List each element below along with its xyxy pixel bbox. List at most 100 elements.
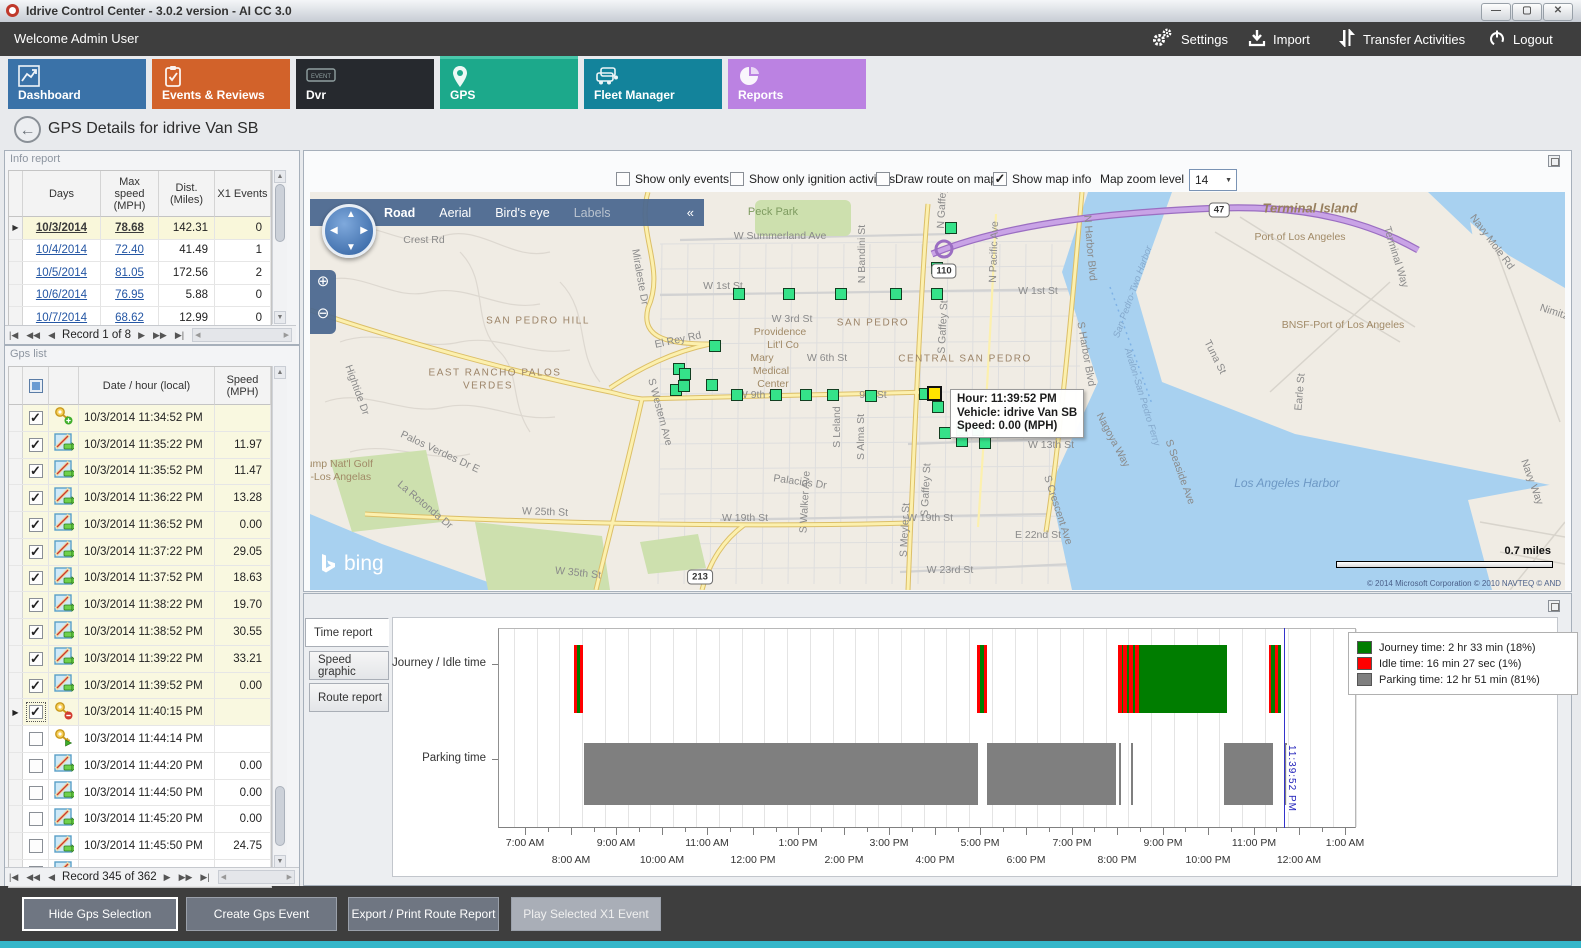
draw-route-on-map-checkbox[interactable] xyxy=(876,172,890,186)
zoom-out-button[interactable]: ⊖ xyxy=(316,305,330,322)
days-cell-value[interactable]: 10/3/2014 xyxy=(35,221,88,234)
gps-point-marker[interactable] xyxy=(733,288,745,300)
first-page-button[interactable]: |◀ xyxy=(9,329,19,340)
create-gps-event-button[interactable]: Create Gps Event xyxy=(186,897,337,931)
close-button[interactable]: ✕ xyxy=(1543,3,1573,21)
play-selected-x1-event-button[interactable]: Play Selected X1 Event xyxy=(511,897,661,931)
list-item[interactable]: ✓ 10/3/2014 11:36:52 PM 0.00 xyxy=(9,512,271,539)
gps-point-marker[interactable] xyxy=(678,380,690,392)
report-panel-toggle-button[interactable] xyxy=(1548,600,1560,612)
prev-page-button[interactable]: ◀ xyxy=(48,871,56,882)
gps-point-marker[interactable] xyxy=(770,389,782,401)
row-checkbox[interactable] xyxy=(28,732,43,747)
gps-point-marker[interactable] xyxy=(945,222,957,234)
column-header-x1-events[interactable]: X1 Events xyxy=(215,171,271,217)
gps-point-marker[interactable] xyxy=(835,288,847,300)
last-page-button[interactable]: ▶| xyxy=(200,871,210,882)
gps-list-scrollbar[interactable]: ▲ ▼ xyxy=(272,366,287,868)
scroll-down-icon[interactable]: ▼ xyxy=(274,311,286,324)
max-speed-cell-value[interactable]: 78.68 xyxy=(115,221,144,234)
menu-item-settings[interactable]: Settings xyxy=(1150,28,1228,50)
list-item[interactable]: 10/3/2014 11:45:50 PM 24.75 xyxy=(9,833,271,861)
tab-fleet-manager[interactable]: Fleet Manager xyxy=(584,59,722,109)
days-cell-value[interactable]: 10/6/2014 xyxy=(35,289,88,302)
table-row[interactable]: 10/7/2014 68.62 12.99 0 xyxy=(9,307,271,330)
days-cell-value[interactable]: 10/7/2014 xyxy=(35,311,88,324)
tab-reports[interactable]: Reports xyxy=(728,59,866,109)
max-speed-cell-value[interactable]: 68.62 xyxy=(115,311,144,324)
tab-speed-graphic[interactable]: Speed graphic xyxy=(309,651,389,680)
pan-right-icon[interactable]: ▶ xyxy=(360,225,368,236)
menu-item-import[interactable]: Import xyxy=(1248,28,1310,50)
row-checkbox[interactable]: ✓ xyxy=(28,597,43,613)
fast-back-button[interactable]: ◀◀ xyxy=(26,329,41,340)
days-cell-value[interactable]: 10/4/2014 xyxy=(35,244,88,257)
last-page-button[interactable]: ▶| xyxy=(174,329,185,340)
gps-point-marker[interactable] xyxy=(932,401,944,413)
pan-down-icon[interactable]: ▼ xyxy=(346,242,356,253)
days-cell-value[interactable]: 10/5/2014 xyxy=(35,266,88,279)
table-row[interactable]: 10/6/2014 76.95 5.88 0 xyxy=(9,284,271,307)
list-item[interactable]: ✓ 10/3/2014 11:39:22 PM 33.21 xyxy=(9,645,271,673)
gps-point-marker[interactable] xyxy=(865,390,877,402)
gps-point-marker[interactable] xyxy=(679,368,691,380)
selected-gps-point-marker[interactable] xyxy=(927,386,942,401)
tab-events-reviews[interactable]: Events & Reviews xyxy=(152,59,290,109)
next-page-button[interactable]: ▶ xyxy=(138,329,145,340)
scrollbar-thumb[interactable] xyxy=(275,184,285,242)
list-item[interactable]: ✓ 10/3/2014 11:37:52 PM 18.63 xyxy=(9,565,271,593)
row-checkbox[interactable] xyxy=(28,812,43,827)
map-nav-collapse-icon[interactable]: « xyxy=(686,205,694,220)
list-item[interactable]: ✓ 10/3/2014 11:39:52 PM 0.00 xyxy=(9,672,271,700)
list-item[interactable]: ✓ 10/3/2014 11:35:52 PM 11.47 xyxy=(9,458,271,486)
fast-back-button[interactable]: ◀◀ xyxy=(26,871,41,882)
list-item[interactable]: ✓ 10/3/2014 11:38:52 PM 30.55 xyxy=(9,619,271,646)
column-header-days[interactable]: Days xyxy=(23,171,101,217)
export-print-route-report-button[interactable]: Export / Print Route Report xyxy=(348,897,499,931)
scroll-up-icon[interactable]: ▲ xyxy=(274,366,286,379)
row-checkbox[interactable]: ✓ xyxy=(28,436,43,452)
back-button[interactable]: ← xyxy=(14,116,41,143)
horizontal-scrollbar[interactable]: ◀ ▶ xyxy=(217,870,295,884)
row-checkbox[interactable] xyxy=(28,785,43,800)
column-header-speed-mph[interactable]: Speed (MPH) xyxy=(215,367,271,405)
list-item[interactable]: 10/3/2014 11:44:14 PM xyxy=(9,726,271,753)
map-style-road[interactable]: Road xyxy=(384,205,416,220)
row-checkbox[interactable] xyxy=(28,758,43,773)
scroll-up-icon[interactable]: ▲ xyxy=(274,170,286,183)
zoom-in-button[interactable]: ⊕ xyxy=(316,273,330,290)
list-item[interactable]: ✓ 10/3/2014 11:35:22 PM 11.97 xyxy=(9,431,271,459)
map-panel-toggle-button[interactable] xyxy=(1548,155,1560,167)
info-report-scrollbar[interactable]: ▲ ▼ xyxy=(272,170,287,324)
pan-left-icon[interactable]: ◀ xyxy=(330,225,338,236)
prev-page-button[interactable]: ◀ xyxy=(48,329,56,340)
map-zoom-level-select[interactable]: 14 ▼ xyxy=(1189,169,1237,191)
list-item[interactable]: ✓ 10/3/2014 11:38:22 PM 19.70 xyxy=(9,592,271,620)
row-checkbox[interactable]: ✓ xyxy=(28,463,43,479)
tab-dvr[interactable]: EVENT Dvr xyxy=(296,59,434,109)
column-header-max-speed-mph-[interactable]: Max speed (MPH) xyxy=(101,171,159,217)
first-page-button[interactable]: |◀ xyxy=(9,871,19,882)
show-map-info-checkbox[interactable]: ✓ xyxy=(993,171,1007,186)
horizontal-scrollbar[interactable]: ◀ ▶ xyxy=(192,328,292,342)
fast-forward-button[interactable]: ▶▶ xyxy=(178,871,193,882)
map-style-aerial[interactable]: Aerial xyxy=(439,205,472,220)
table-row[interactable]: 10/4/2014 72.40 41.49 1 xyxy=(9,239,271,262)
tab-gps[interactable]: GPS xyxy=(440,59,578,109)
hide-gps-selection-button[interactable]: Hide Gps Selection xyxy=(22,897,178,931)
select-all-checkbox[interactable] xyxy=(28,378,43,393)
max-speed-cell-value[interactable]: 76.95 xyxy=(115,289,144,302)
gps-point-marker[interactable] xyxy=(979,437,991,449)
next-page-button[interactable]: ▶ xyxy=(163,871,171,882)
row-checkbox[interactable]: ✓ xyxy=(28,677,43,693)
table-row[interactable]: ▶ 10/3/2014 78.68 142.31 0 xyxy=(9,217,271,240)
show-only-ignition-activities-checkbox[interactable] xyxy=(730,172,744,186)
tab-dashboard[interactable]: Dashboard xyxy=(8,59,146,109)
maximize-button[interactable]: ▢ xyxy=(1512,3,1542,21)
row-checkbox[interactable]: ✓ xyxy=(28,570,43,586)
gps-point-marker[interactable] xyxy=(827,389,839,401)
menu-item-transfer-activities[interactable]: Transfer Activities xyxy=(1338,28,1465,50)
list-item[interactable]: ▶ ✓ 10/3/2014 11:40:15 PM xyxy=(9,699,271,727)
gps-point-marker[interactable] xyxy=(709,340,721,352)
scrollbar-thumb[interactable] xyxy=(275,786,285,846)
